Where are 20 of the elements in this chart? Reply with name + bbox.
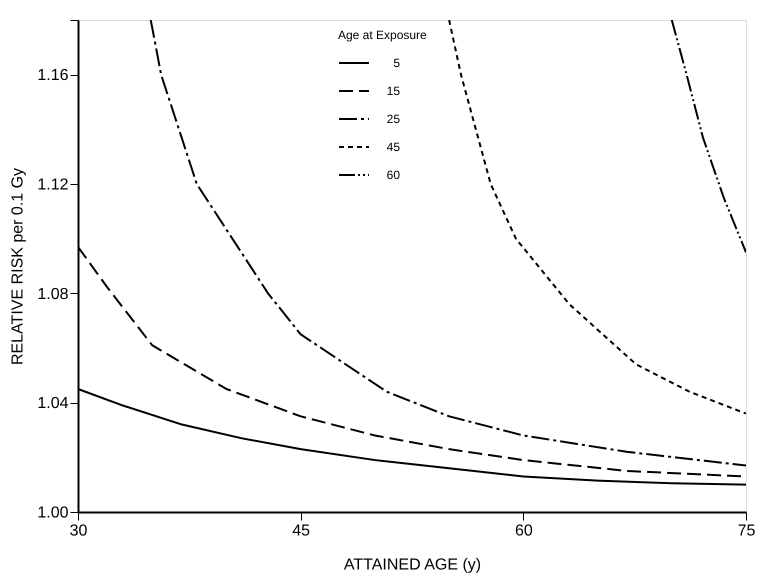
x-axis-title: ATTAINED AGE (y) xyxy=(344,556,482,574)
y-tick-label: 1.04 xyxy=(37,395,69,412)
legend-label: 45 xyxy=(386,140,400,154)
legend-label: 60 xyxy=(386,168,400,182)
x-tick-label: 45 xyxy=(292,522,310,540)
line-series xyxy=(670,20,746,254)
legend-label: 15 xyxy=(386,84,400,98)
y-tick-label: 1.08 xyxy=(37,286,69,303)
x-tick-label: 30 xyxy=(70,522,88,540)
y-tick-label: 1.16 xyxy=(37,67,69,84)
y-axis-title: RELATIVE RISK per 0.1 Gy xyxy=(9,168,26,366)
line-series xyxy=(150,20,746,467)
x-tick-label: 60 xyxy=(514,522,533,540)
legend-label: 5 xyxy=(393,56,400,70)
line-series xyxy=(448,20,746,415)
y-tick-label: 1.12 xyxy=(37,176,69,194)
legend-label: 25 xyxy=(386,112,400,126)
y-tick-label: 1.00 xyxy=(37,504,69,522)
legend-title: Age at Exposure xyxy=(338,28,428,42)
x-tick-label: 75 xyxy=(738,522,756,540)
